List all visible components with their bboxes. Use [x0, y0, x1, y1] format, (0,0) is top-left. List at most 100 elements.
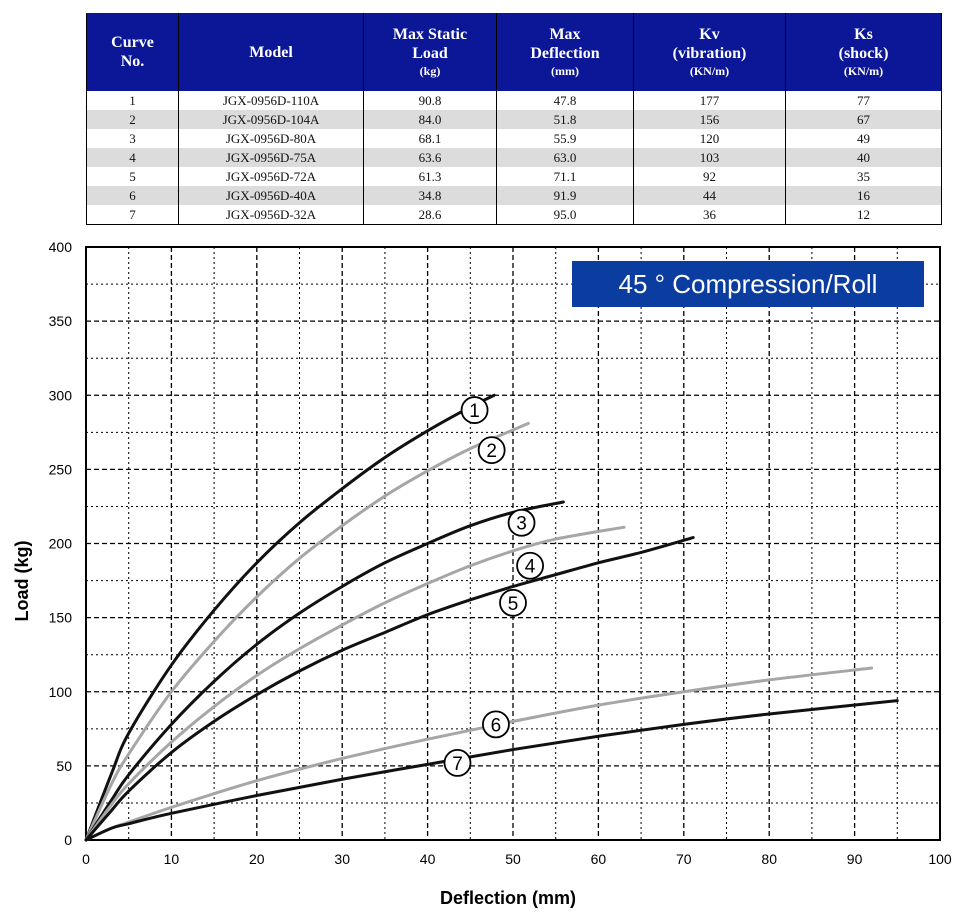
table-row: 2 JGX-0956D-104A 84.0 51.8 156 67 — [86, 110, 942, 129]
curve-3 — [84, 500, 565, 842]
curve-5 — [84, 536, 695, 842]
curve-6 — [84, 666, 874, 842]
header-label-line2: (vibration) — [672, 44, 747, 62]
table-cell: 3 — [86, 129, 179, 148]
table-cell: 44 — [633, 186, 786, 205]
curve-label-circle — [477, 436, 506, 465]
y-tick-label: 0 — [64, 832, 72, 848]
header-label: Curve — [111, 34, 154, 51]
y-tick-label: 300 — [49, 387, 73, 403]
chart-curves — [84, 393, 899, 842]
table-cell: 156 — [633, 110, 786, 129]
curve-label: 4 — [525, 557, 536, 578]
header-unit: (KN/m) — [843, 63, 884, 78]
x-tick-label: 60 — [591, 851, 607, 867]
header-unit: (kg) — [419, 63, 441, 78]
curve-label-circle — [507, 508, 536, 537]
x-tick-label: 0 — [82, 851, 90, 867]
table-cell: 1 — [86, 91, 179, 110]
table-cell: JGX-0956D-72A — [178, 167, 364, 186]
header-label: Model — [249, 43, 293, 61]
header-label: Kv — [699, 25, 720, 43]
table-header-cell: Model — [178, 13, 364, 91]
curve-labels: 12 3 45 6 7 — [443, 396, 544, 777]
header-label-line2: Load — [412, 44, 448, 62]
table-cell: 120 — [633, 129, 786, 148]
table-cell: 68.1 — [363, 129, 497, 148]
x-tick-label: 10 — [164, 851, 180, 867]
curve-label: 3 — [516, 514, 527, 535]
table-body: 1 JGX-0956D-110A 90.8 47.8 177 77 2 JGX-0956D-1… — [86, 91, 942, 225]
x-tick-label: 40 — [420, 851, 436, 867]
y-tick-label: 50 — [56, 758, 72, 774]
x-tick-label: 20 — [249, 851, 265, 867]
curve-label: 5 — [508, 594, 519, 615]
table-cell: 7 — [86, 205, 179, 225]
header-label-line2: Deflection — [530, 44, 600, 62]
header-unit: (mm) — [551, 63, 579, 78]
table-cell: 28.6 — [363, 205, 497, 225]
curve-4 — [84, 525, 626, 842]
table-row: 3 JGX-0956D-80A 68.1 55.9 120 49 — [86, 129, 942, 148]
table-header-cell: Max Static Load (kg) — [363, 13, 497, 91]
curve-label: 7 — [452, 754, 463, 775]
table-cell: 90.8 — [363, 91, 497, 110]
x-tick-label: 80 — [761, 851, 777, 867]
header-label: Max Static — [392, 25, 468, 43]
curve-label-circle — [516, 551, 544, 580]
table-cell: 47.8 — [496, 91, 634, 110]
curve-label-circle — [499, 588, 527, 617]
table-row: 4 JGX-0956D-75A 63.6 63.0 103 40 — [86, 148, 942, 167]
header-label: Ks — [854, 25, 873, 43]
table-cell: 4 — [86, 148, 179, 167]
table-cell: 103 — [633, 148, 786, 167]
table-cell: 71.1 — [496, 167, 634, 186]
table-row: 7 JGX-0956D-32A 28.6 95.0 36 12 — [86, 205, 942, 225]
table-cell: 12 — [785, 205, 942, 225]
x-tick-label: 50 — [505, 851, 521, 867]
table-header-cell: Ks (shock) (KN/m) — [785, 13, 942, 91]
x-tick-label: 70 — [676, 851, 692, 867]
x-tick-label: 30 — [334, 851, 350, 867]
axis-ticks: 0 10 20 30 40 50 60 70 80 90 100 0 50 100 150 200 250 300… — [49, 239, 952, 867]
table-cell: JGX-0956D-110A — [178, 91, 364, 110]
table-cell: 84.0 — [363, 110, 497, 129]
curve-label-circle — [482, 710, 510, 739]
table-cell: JGX-0956D-80A — [178, 129, 364, 148]
table-row: 6 JGX-0956D-40A 34.8 91.9 44 16 — [86, 186, 942, 205]
table-cell: 177 — [633, 91, 786, 110]
curve-label: 6 — [491, 715, 502, 736]
header-unit: (KN/m) — [689, 63, 730, 78]
table-cell: 49 — [785, 129, 942, 148]
table-cell: 5 — [86, 167, 179, 186]
table-cell: 35 — [785, 167, 942, 186]
table-cell: 91.9 — [496, 186, 634, 205]
table-row: 1 JGX-0956D-110A 90.8 47.8 177 77 — [86, 91, 942, 110]
table-cell: 92 — [633, 167, 786, 186]
table-cell: 55.9 — [496, 129, 634, 148]
y-tick-label: 350 — [49, 313, 73, 329]
x-axis-label: Deflection (mm) — [440, 888, 576, 908]
table-cell: 34.8 — [363, 186, 497, 205]
chart-title: 45 ° Compression/Roll — [572, 261, 924, 307]
table-cell: 63.6 — [363, 148, 497, 167]
curve-label-circle — [443, 749, 472, 777]
table-cell: 51.8 — [496, 110, 634, 129]
curve-2 — [84, 421, 530, 842]
spec-table: Curve No. Model Max Static Load (kg) Max Deflec… — [86, 13, 942, 225]
table-cell: 77 — [785, 91, 942, 110]
load-deflection-chart: 12 3 45 6 7 0 10 20 30 40 50 60 70 80 90 100 0 50 100 150 2… — [12, 239, 952, 908]
y-tick-label: 200 — [49, 536, 73, 552]
curve-7 — [84, 699, 899, 842]
curve-label-circle — [460, 396, 489, 424]
table-cell: 95.0 — [496, 205, 634, 225]
table-cell: 61.3 — [363, 167, 497, 186]
table-header-cell: Max Deflection (mm) — [496, 13, 634, 91]
table-cell: 6 — [86, 186, 179, 205]
table-cell: 2 — [86, 110, 179, 129]
table-cell: 36 — [633, 205, 786, 225]
table-cell: 63.0 — [496, 148, 634, 167]
table-row: 5 JGX-0956D-72A 61.3 71.1 92 35 — [86, 167, 942, 186]
curve-label: 2 — [486, 441, 497, 462]
header-label-line2: No. — [120, 53, 145, 70]
